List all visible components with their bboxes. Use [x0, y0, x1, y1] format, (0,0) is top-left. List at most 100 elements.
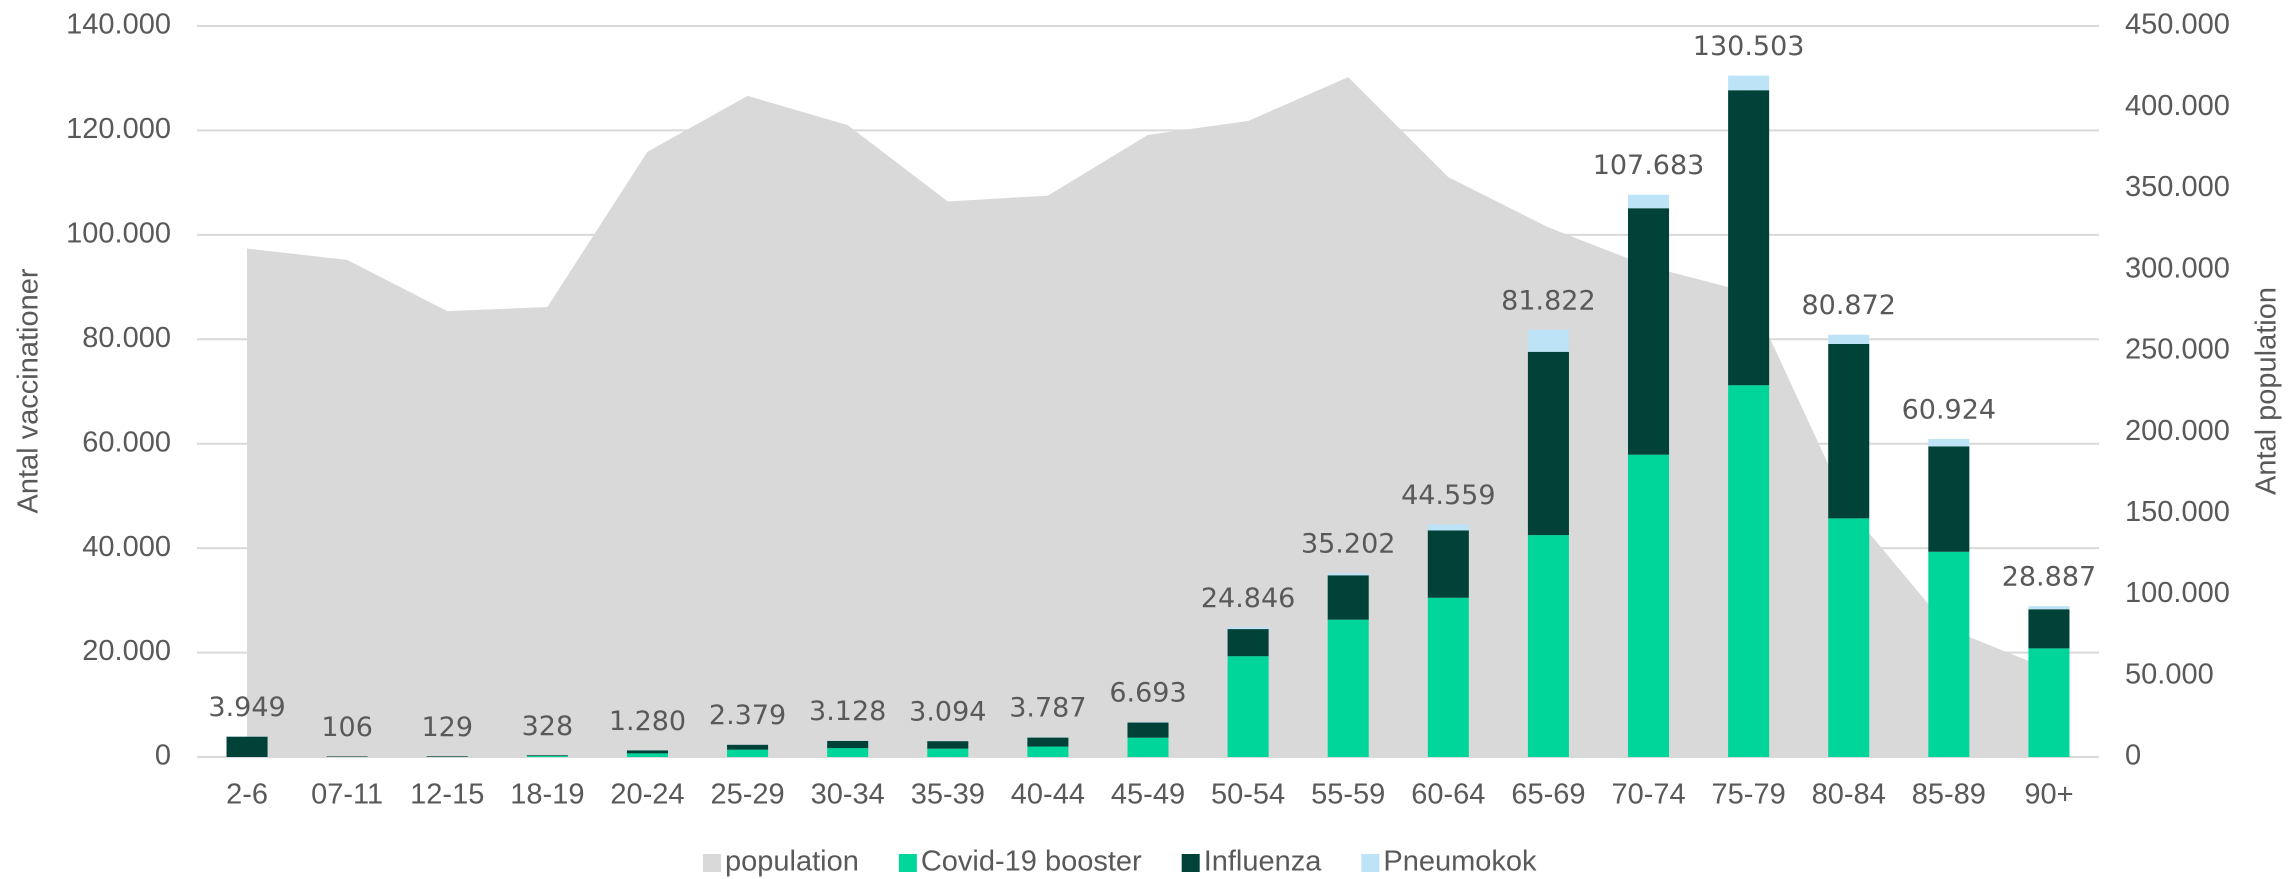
x-tick-label: 20-24: [610, 779, 684, 811]
x-tick-label: 45-49: [1111, 779, 1185, 811]
bar-segment: [1928, 551, 1970, 757]
legend-swatch: [898, 854, 917, 872]
bar-segment: [1728, 90, 1770, 386]
x-tick-label: 40-44: [1011, 779, 1085, 811]
total-label: 107.683: [1593, 150, 1705, 181]
bar-segment: [1928, 446, 1970, 552]
bar-segment: [1828, 343, 1870, 519]
legend-label: Pneumokok: [1383, 846, 1537, 878]
x-tick-label: 75-79: [1712, 779, 1786, 811]
y-tick-label: 0: [155, 740, 171, 772]
bar-segment: [626, 750, 668, 754]
x-tick-label: 12-15: [410, 779, 484, 811]
bar-segment: [426, 756, 468, 757]
bar-segment: [1628, 194, 1670, 209]
total-label: 60.924: [1902, 394, 1996, 425]
y-tick-label: 20.000: [82, 635, 171, 667]
bar-segment: [326, 756, 368, 757]
bar-segment: [1527, 351, 1569, 536]
legend-label: Covid-19 booster: [921, 846, 1142, 878]
y2-tick-label: 50.000: [2125, 658, 2214, 690]
bar-segment: [1527, 329, 1569, 352]
legend-label: population: [725, 846, 859, 878]
bar-segment: [1427, 530, 1469, 598]
bar-segment: [827, 748, 869, 757]
total-label: 24.846: [1201, 583, 1295, 614]
bar-segment: [526, 755, 568, 757]
y-tick-label: 120.000: [66, 113, 171, 145]
grid-layer: [197, 25, 2099, 758]
x-tick-label: 18-19: [510, 779, 584, 811]
total-label: 3.787: [1009, 693, 1086, 724]
x-tick-label: 35-39: [911, 779, 985, 811]
population-area: [247, 77, 2049, 758]
total-label: 44.559: [1401, 480, 1495, 511]
total-label: 2.379: [709, 700, 786, 731]
legend-swatch: [703, 854, 721, 872]
y-tick-label: 80.000: [82, 322, 171, 354]
bar-segment: [1427, 524, 1469, 531]
bar-segment: [2028, 648, 2070, 757]
legend-swatch: [1361, 854, 1380, 872]
total-label: 1.280: [609, 706, 686, 737]
area-layer: [247, 77, 2049, 758]
bar-segment: [1027, 737, 1069, 747]
bar-segment: [1628, 208, 1670, 455]
bar-segment: [1327, 573, 1369, 576]
bar-segment: [827, 740, 869, 749]
legend-swatch: [1181, 854, 1200, 872]
x-tick-label: 55-59: [1311, 779, 1385, 811]
bar-segment: [1027, 746, 1069, 757]
bar-segment: [526, 755, 568, 756]
bar-segment: [226, 736, 268, 757]
y2-tick-label: 250.000: [2125, 334, 2230, 366]
bar-segment: [1728, 385, 1770, 757]
y2-tick-label: 450.000: [2125, 9, 2230, 41]
x-tick-label: 25-29: [710, 779, 784, 811]
total-label: 130.503: [1693, 31, 1805, 62]
y-tick-label: 60.000: [82, 426, 171, 458]
bar-segment: [1227, 627, 1269, 630]
total-label: 106: [321, 712, 373, 743]
bar-segment: [1728, 75, 1770, 91]
bar-segment: [1327, 575, 1369, 620]
bar-segment: [1127, 737, 1169, 757]
y-tick-label: 40.000: [82, 531, 171, 563]
x-tick-label: 60-64: [1411, 779, 1485, 811]
y2-tick-label: 150.000: [2125, 496, 2230, 528]
bar-segment: [1427, 597, 1469, 757]
total-label: 3.094: [909, 696, 986, 727]
y2-tick-label: 100.000: [2125, 577, 2230, 609]
bar-segment: [1527, 535, 1569, 757]
y2-tick-label: 400.000: [2125, 90, 2230, 122]
y2-axis-title: Antal population: [2251, 287, 2283, 495]
bar-segment: [1227, 656, 1269, 757]
x-tick-label: 80-84: [1812, 779, 1886, 811]
y2-tick-label: 300.000: [2125, 252, 2230, 284]
total-label: 28.887: [2002, 562, 2096, 593]
bar-segment: [727, 744, 769, 750]
legend-label: Influenza: [1204, 846, 1323, 878]
y2-tick-label: 200.000: [2125, 415, 2230, 447]
bar-segment: [1327, 619, 1369, 757]
x-tick-label: 2-6: [226, 779, 268, 811]
total-label: 6.693: [1109, 678, 1186, 709]
y-tick-label: 140.000: [66, 9, 171, 41]
bar-segment: [927, 748, 969, 757]
bar-segment: [1227, 629, 1269, 657]
bar-segment: [626, 753, 668, 757]
y-tick-label: 100.000: [66, 218, 171, 250]
text-layer: 0 20.000 40.000 60.000 80.000 100.000 120.000 1…: [66, 9, 2230, 878]
total-label: 81.822: [1501, 285, 1595, 316]
bar-segment: [2028, 609, 2070, 649]
bar-layer: [226, 75, 2070, 757]
total-label: 3.949: [208, 692, 285, 723]
bar-segment: [1828, 518, 1870, 757]
total-label: 328: [522, 711, 574, 742]
total-label: 35.202: [1301, 529, 1395, 560]
bar-segment: [727, 749, 769, 757]
bar-segment: [927, 741, 969, 749]
bar-segment: [1928, 438, 1970, 447]
y2-tick-label: 350.000: [2125, 171, 2230, 203]
